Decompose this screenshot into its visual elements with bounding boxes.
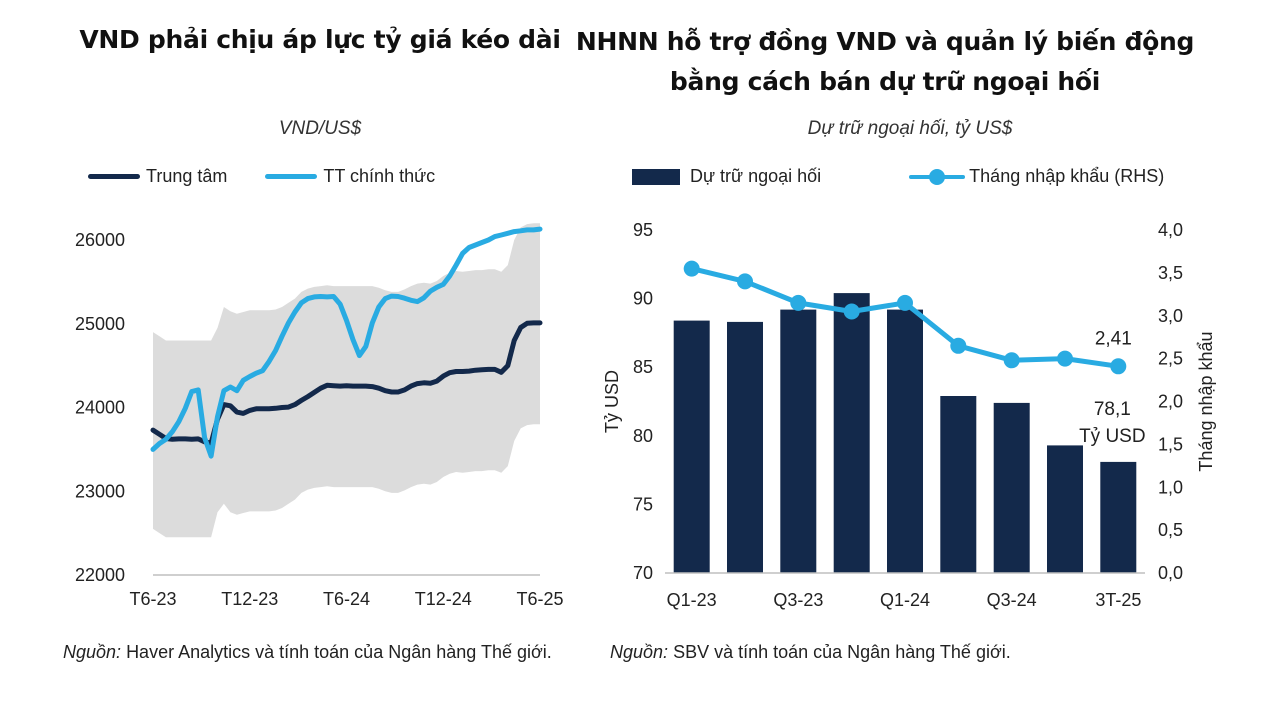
left-chart-subtitle: VND/US$ — [278, 118, 362, 139]
x-tick-label: T12-23 — [221, 589, 278, 609]
y-tick-label-right: 4,0 — [1158, 220, 1183, 240]
legend-label: Tháng nhập khẩu (RHS) — [969, 166, 1165, 186]
x-tick-label: T6-24 — [323, 589, 370, 609]
right-source-note: Nguồn: SBV và tính toán của Ngân hàng Th… — [610, 637, 1230, 667]
x-tick-label: Q3-23 — [773, 590, 823, 610]
y-tick-label-left: 90 — [633, 289, 653, 309]
bar-Q2-24 — [940, 396, 977, 573]
y-tick-label-left: 95 — [633, 220, 653, 240]
import-months-point — [1003, 352, 1020, 369]
y-tick-label-left: 75 — [633, 494, 653, 514]
legend-swatch-dot — [909, 168, 966, 185]
annotation-reserves-value: 78,1 — [1094, 399, 1131, 420]
bar-Q4-23 — [833, 293, 870, 573]
legend-swatch-light — [265, 174, 318, 179]
import-months-point — [790, 294, 807, 311]
left-legend: Trung tâm TT chính thức — [88, 166, 473, 187]
annotation-reserves-unit: Tỷ USD — [1079, 426, 1146, 447]
x-tick-label: T6-25 — [516, 589, 563, 609]
y-tick-label-right: 3,0 — [1158, 306, 1183, 326]
left-chart-title: VND phải chịu áp lực tỷ giá kéo dài — [79, 25, 561, 54]
import-months-point — [737, 273, 753, 290]
right-legend: Dự trữ ngoại hối Tháng nhập khẩu (RHS) — [632, 166, 1202, 187]
y-tick-label-left: 80 — [633, 426, 653, 446]
legend-item-reserves: Dự trữ ngoại hối — [632, 166, 821, 187]
x-tick-label: T6-23 — [129, 589, 176, 609]
series-line-tt-chinh-thuc — [150, 226, 543, 459]
y-tick-label-right: 3,5 — [1158, 263, 1183, 283]
y-tick-label: 25000 — [75, 314, 125, 334]
y-tick-label-left: 85 — [633, 357, 653, 377]
import-months-point — [897, 294, 913, 311]
left-source-note: Nguồn: Haver Analytics và tính toán của … — [63, 637, 563, 667]
right-chart-subtitle: Dự trữ ngoại hối, tỷ US$ — [807, 118, 1013, 139]
y-tick-label: 23000 — [75, 481, 125, 501]
bar-Q2-23 — [727, 321, 763, 573]
left-exchange-rate-chart: 22000 23000 24000 25000 26000 T6-23 T12-23 T6-2… — [75, 223, 564, 609]
y-tick-label: 26000 — [75, 230, 125, 250]
x-tick-label: 3T-25 — [1095, 590, 1141, 610]
source-text: Haver Analytics và tính toán của Ngân hà… — [126, 642, 552, 662]
legend-label: Dự trữ ngoại hối — [690, 166, 822, 186]
y-tick-label-right: 0,5 — [1158, 520, 1183, 540]
legend-swatch-bar — [632, 168, 680, 185]
y-tick-label-right: 1,0 — [1158, 477, 1183, 497]
y-tick-label: 24000 — [75, 398, 125, 418]
x-tick-label: T12-24 — [415, 589, 472, 609]
right-chart-title: NHNN hỗ trợ đồng VND và quản lý biến độn… — [570, 22, 1200, 102]
import-months-point — [1057, 350, 1073, 367]
import-months-point — [683, 260, 700, 277]
y-axis-title-right: Tháng nhập khẩu — [1196, 331, 1216, 471]
import-months-point — [950, 337, 967, 354]
y-tick-label-right: 2,0 — [1158, 392, 1183, 412]
bar-Q1-23 — [673, 320, 710, 573]
source-text: SBV và tính toán của Ngân hàng Thế giới. — [673, 642, 1011, 662]
x-tick-label: Q1-23 — [667, 590, 717, 610]
y-tick-label-left: 70 — [633, 563, 653, 583]
legend-item-import-months: Tháng nhập khẩu (RHS) — [909, 166, 1164, 187]
band-area — [153, 223, 540, 538]
x-tick-label: Q1-24 — [880, 590, 930, 610]
y-axis-title-left: Tỷ USD — [602, 370, 622, 433]
right-title-line-1: NHNN hỗ trợ đồng VND và quản lý biến độn… — [575, 27, 1195, 56]
source-label: Nguồn: — [63, 642, 122, 662]
import-months-point — [843, 303, 860, 320]
legend-swatch-dark — [88, 174, 140, 179]
y-tick-label: 22000 — [75, 565, 125, 585]
annotation-import-months: 2,41 — [1095, 328, 1132, 349]
y-tick-label-right: 1,5 — [1158, 434, 1183, 454]
source-label: Nguồn: — [610, 642, 669, 662]
bar-Q3-24 — [993, 402, 1030, 573]
bar-Q3-23 — [780, 309, 817, 573]
bar-Q4-24 — [1047, 445, 1083, 573]
bar-3T-25 — [1100, 461, 1137, 573]
right-reserves-chart: 70 75 80 85 90 95 0,0 0,5 1,0 1,5 2,0 2,5 3,0 3,5 4,0 Q… — [602, 220, 1216, 610]
import-months-point — [1110, 358, 1127, 375]
y-tick-label-right: 2,5 — [1158, 349, 1183, 369]
x-tick-label: Q3-24 — [987, 590, 1037, 610]
bar-Q1-24 — [887, 309, 923, 573]
legend-label: TT chính thức — [323, 166, 436, 186]
right-title-line-2: bằng cách bán dự trữ ngoại hối — [669, 67, 1101, 96]
y-tick-label-right: 0,0 — [1158, 563, 1183, 583]
legend-label: Trung tâm — [146, 166, 228, 186]
legend-item-tt-chinh-thuc: TT chính thức — [265, 166, 435, 187]
legend-item-trung-tam: Trung tâm — [88, 166, 227, 187]
